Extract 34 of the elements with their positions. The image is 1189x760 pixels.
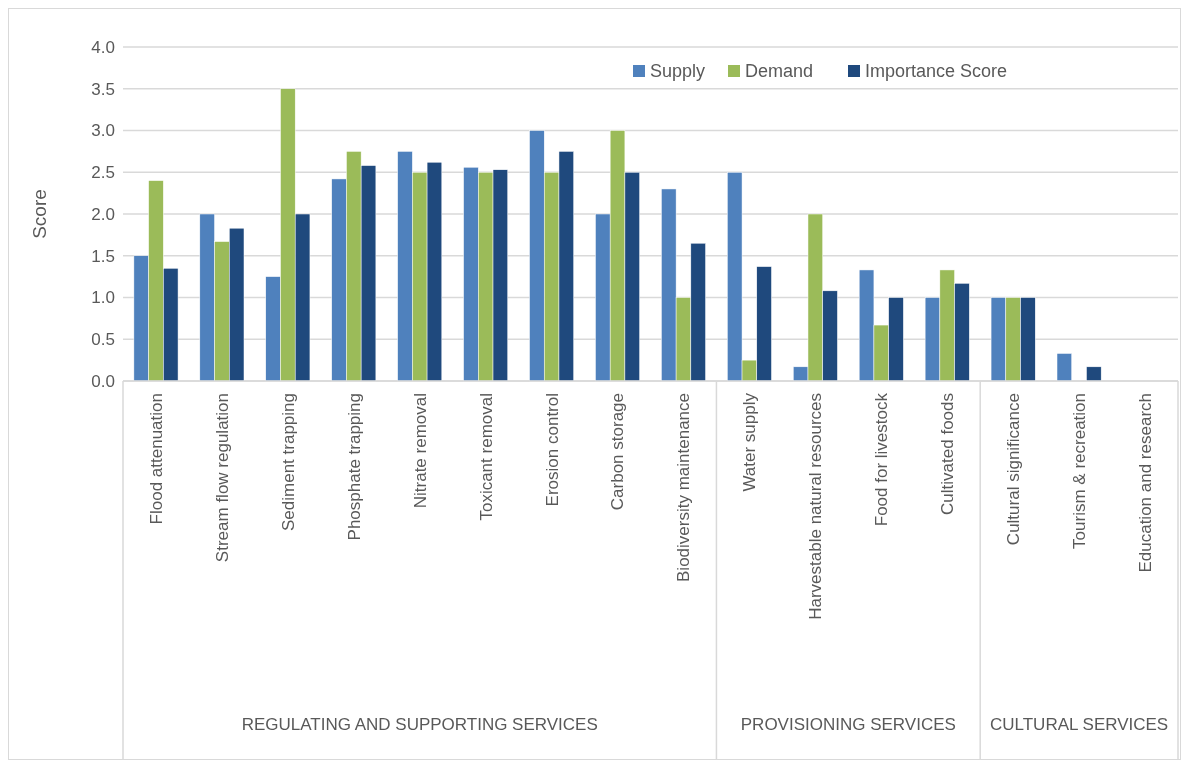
x-tick-label: Harvestable natural resources <box>806 393 826 620</box>
y-tick-label: 0.5 <box>91 330 115 350</box>
bar <box>1086 366 1102 382</box>
y-tick-label: 1.0 <box>91 288 115 308</box>
y-tick-label: 0.0 <box>91 371 115 391</box>
x-tick-label: Carbon storage <box>608 393 628 511</box>
y-axis-title: Score <box>29 189 50 239</box>
x-tick-label: Stream flow regulation <box>212 393 232 563</box>
x-tick-label: Food for livestock <box>872 392 892 527</box>
text: PROVISIONING SERVICES <box>740 715 956 734</box>
x-tick-label: Erosion control <box>542 393 562 507</box>
x-tick-label: Education and research <box>1135 393 1155 573</box>
y-tick-label: 3.0 <box>91 121 115 141</box>
x-tick-label: Tourism & recreation <box>1070 393 1090 549</box>
x-tick-label: Cultivated foods <box>938 393 958 515</box>
text: CULTURAL SERVICES <box>989 715 1169 734</box>
bar <box>1056 353 1072 382</box>
x-tick-label: Phosphate trapping <box>344 393 364 541</box>
legend-label: Importance Score <box>865 61 1008 82</box>
x-tick-label: Nitrate removal <box>410 393 430 509</box>
x-tick-label: Biodiversity maintenance <box>674 393 694 582</box>
x-tick-label: Cultural significance <box>1004 393 1024 546</box>
y-tick-label: 2.5 <box>91 163 115 183</box>
y-tick-label: 3.5 <box>91 79 115 99</box>
y-tick-label: 1.5 <box>91 246 115 266</box>
x-tick-label: Sediment trapping <box>278 393 298 531</box>
x-tick-label: Water supply <box>740 392 760 492</box>
legend-label: Demand <box>745 61 814 82</box>
text: REGULATING AND SUPPORTING SERVICES <box>241 715 598 734</box>
x-tick-label: Toxicant removal <box>476 393 496 521</box>
y-tick-label: 4.0 <box>91 37 115 57</box>
y-tick-label: 2.0 <box>91 204 115 224</box>
legend-label: Supply <box>650 61 706 82</box>
x-tick-label: Flood attenuation <box>146 393 166 525</box>
